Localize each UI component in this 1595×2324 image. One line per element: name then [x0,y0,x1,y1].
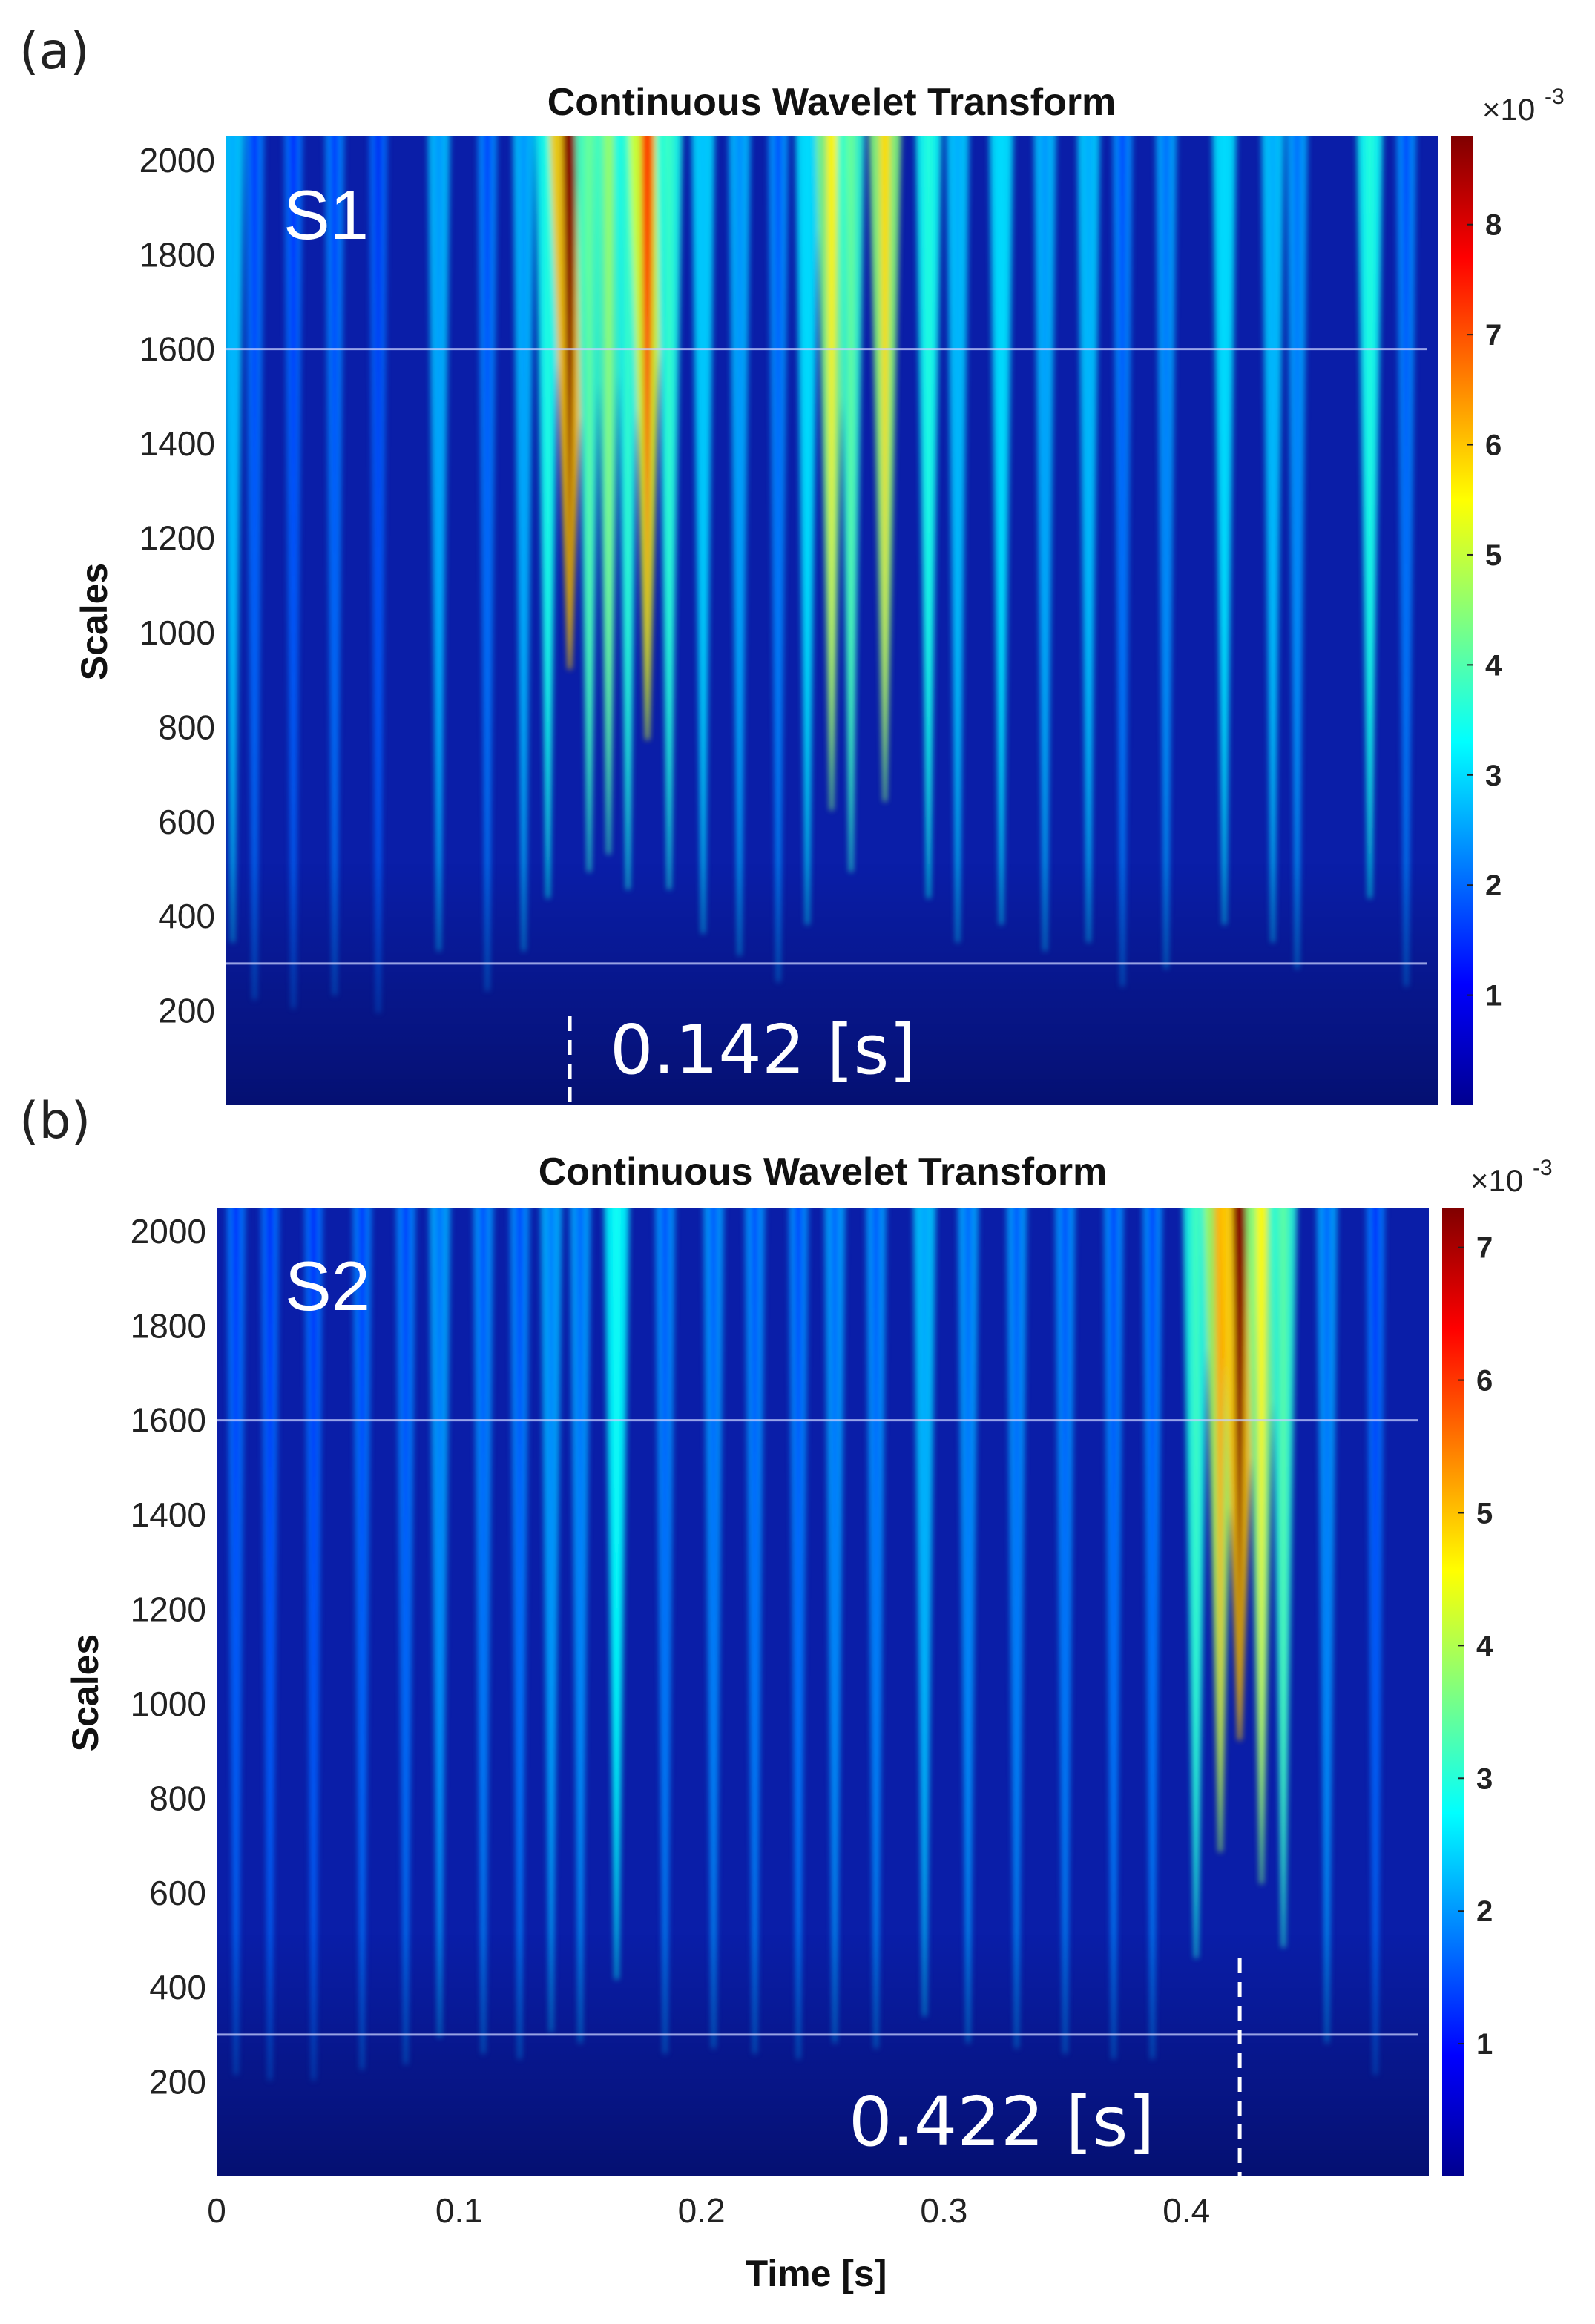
colorbar-tick-label: 1 [1485,980,1502,1013]
y-tick-label: 400 [149,1968,206,2007]
marker-label-b: 0.422 [s] [849,2082,1154,2162]
y-tick-label: 1400 [131,1495,206,1534]
colorbar-exponent-a: -3 [1545,85,1565,109]
colorbar-tick-label: 3 [1476,1762,1493,1795]
colorbar-multiplier-a: ×10 [1482,92,1535,127]
series-label-s2: S2 [285,1247,370,1325]
x-tick-label: 0.4 [1162,2191,1210,2230]
y-axis-b: 200 400 600 800 1000 1200 1400 1600 1800 2000 [131,1212,206,2101]
y-tick-label: 1800 [131,1306,206,1345]
heatmap-b [217,1208,1429,2176]
series-label-s1: S1 [283,176,369,254]
chart-title-a: Continuous Wavelet Transform [547,81,1116,124]
y-tick-label: 1600 [139,330,215,369]
y-tick-label: 2000 [139,141,215,180]
y-tick-label: 800 [149,1779,206,1817]
colorbar-tick-label: 7 [1476,1232,1493,1265]
colorbar-tick-label: 2 [1476,1895,1493,1928]
colorbar-a [1451,136,1473,1105]
y-tick-label: 1000 [131,1685,206,1723]
heatmap-a [226,136,1438,1105]
x-tick-label: 0.1 [435,2191,483,2230]
colorbar-tick-label: 7 [1485,319,1502,352]
chart-title-b: Continuous Wavelet Transform [539,1151,1108,1194]
y-tick-label: 600 [158,803,215,841]
x-axis-label-b: Time [s] [746,2253,887,2294]
panel-a: (a) Continuous Wavelet Transform S1 0.14… [19,22,1565,1105]
colorbar-tick-label: 1 [1476,2028,1493,2061]
colorbar-ticks-b: 1 2 3 4 5 6 7 [1458,1232,1493,2061]
y-tick-label: 1800 [139,235,215,274]
panel-tag-a: (a) [19,22,90,81]
panel-b: (b) Continuous Wavelet Transform S2 0.42… [19,1092,1553,2294]
y-tick-label: 1200 [139,519,215,558]
colorbar-exponent-b: -3 [1533,1156,1553,1180]
x-tick-label: 0 [207,2191,226,2230]
colorbar-tick-label: 5 [1485,539,1502,572]
y-tick-label: 1600 [131,1401,206,1440]
y-axis-a: 200 400 600 800 1000 1200 1400 1600 1800 2000 [139,141,215,1030]
y-tick-label: 400 [158,897,215,935]
colorbar-tick-label: 2 [1485,869,1502,902]
colorbar-ticks-a: 1 2 3 4 5 6 7 8 [1467,209,1502,1013]
y-tick-label: 2000 [131,1212,206,1251]
colorbar-tick-label: 6 [1485,429,1502,462]
panel-tag-b: (b) [19,1092,91,1151]
x-tick-label: 0.3 [920,2191,967,2230]
colorbar-b [1442,1208,1464,2176]
colorbar-tick-label: 4 [1485,649,1502,682]
colorbar-tick-label: 8 [1485,209,1502,242]
x-axis-b: 0 0.1 0.2 0.3 0.4 [207,2191,1210,2230]
y-tick-label: 600 [149,1874,206,1912]
heatmap-shade-a [226,136,1438,1105]
y-tick-label: 200 [149,2063,206,2101]
x-tick-label: 0.2 [678,2191,726,2230]
colorbar-tick-label: 3 [1485,760,1502,792]
colorbar-multiplier-b: ×10 [1470,1163,1523,1198]
y-axis-label-a: Scales [73,563,115,680]
y-tick-label: 1400 [139,424,215,463]
marker-label-a: 0.142 [s] [610,1010,915,1090]
colorbar-tick-label: 6 [1476,1365,1493,1398]
y-tick-label: 200 [158,992,215,1030]
colorbar-tick-label: 5 [1476,1497,1493,1530]
y-tick-label: 800 [158,708,215,746]
y-axis-label-b: Scales [65,1634,106,1751]
y-tick-label: 1200 [131,1590,206,1629]
y-tick-label: 1000 [139,613,215,652]
heatmap-shade-b [217,1208,1429,2176]
colorbar-tick-label: 4 [1476,1630,1493,1662]
